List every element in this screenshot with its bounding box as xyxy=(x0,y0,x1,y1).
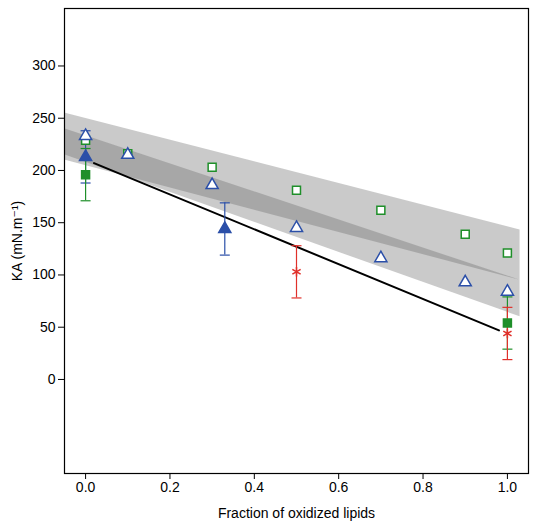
svg-text:250: 250 xyxy=(32,110,56,126)
svg-text:0.4: 0.4 xyxy=(245,479,265,495)
svg-text:KA (mN.m⁻¹): KA (mN.m⁻¹) xyxy=(9,201,25,282)
svg-text:300: 300 xyxy=(32,57,56,73)
svg-text:0.8: 0.8 xyxy=(413,479,433,495)
svg-text:1.0: 1.0 xyxy=(498,479,518,495)
svg-text:0: 0 xyxy=(48,371,56,387)
svg-text:Fraction of oxidized lipids: Fraction of oxidized lipids xyxy=(218,505,375,521)
svg-text:0.6: 0.6 xyxy=(329,479,349,495)
svg-text:100: 100 xyxy=(32,266,56,282)
svg-text:50: 50 xyxy=(40,319,56,335)
svg-text:0.2: 0.2 xyxy=(160,479,180,495)
svg-text:200: 200 xyxy=(32,162,56,178)
svg-text:150: 150 xyxy=(32,214,56,230)
svg-text:0.0: 0.0 xyxy=(76,479,96,495)
